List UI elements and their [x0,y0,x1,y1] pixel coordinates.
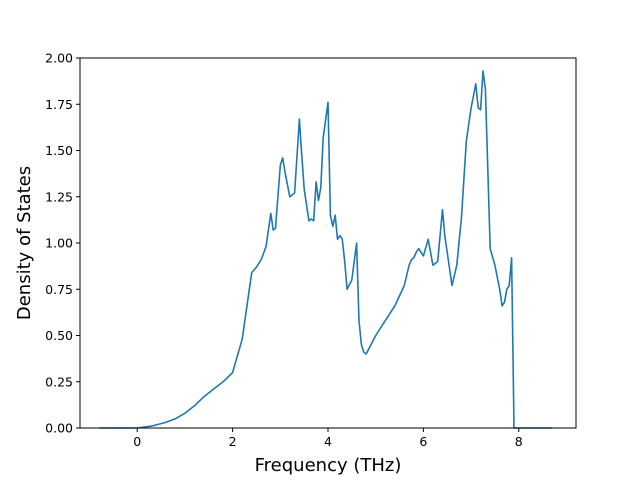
plot-frame [79,57,577,429]
y-tick-label: 0.50 [45,328,73,343]
y-tick-label: 0.75 [45,282,73,297]
y-tick-label: 2.00 [45,51,73,66]
dos-line [99,70,553,429]
x-axis-label: Frequency (THz) [255,455,402,476]
series-layer [99,70,553,429]
y-axis-label: Density of States [14,166,35,320]
x-tick-label: 4 [324,434,332,449]
x-tick-label: 2 [229,434,237,449]
x-tick-label: 0 [133,434,141,449]
y-tick-label: 1.25 [45,189,73,204]
y-tick-label: 0.25 [45,374,73,389]
x-tick-label: 8 [515,434,523,449]
x-axis: 0 2 4 6 8 [133,428,523,449]
y-axis: 0.00 0.25 0.50 0.75 1.00 1.25 1.50 1.75 2.00 [45,51,80,436]
y-tick-label: 1.00 [45,236,73,251]
y-tick-label: 1.75 [45,97,73,112]
x-tick-label: 6 [419,434,427,449]
y-tick-label: 1.50 [45,143,73,158]
y-tick-label: 0.00 [45,421,73,436]
